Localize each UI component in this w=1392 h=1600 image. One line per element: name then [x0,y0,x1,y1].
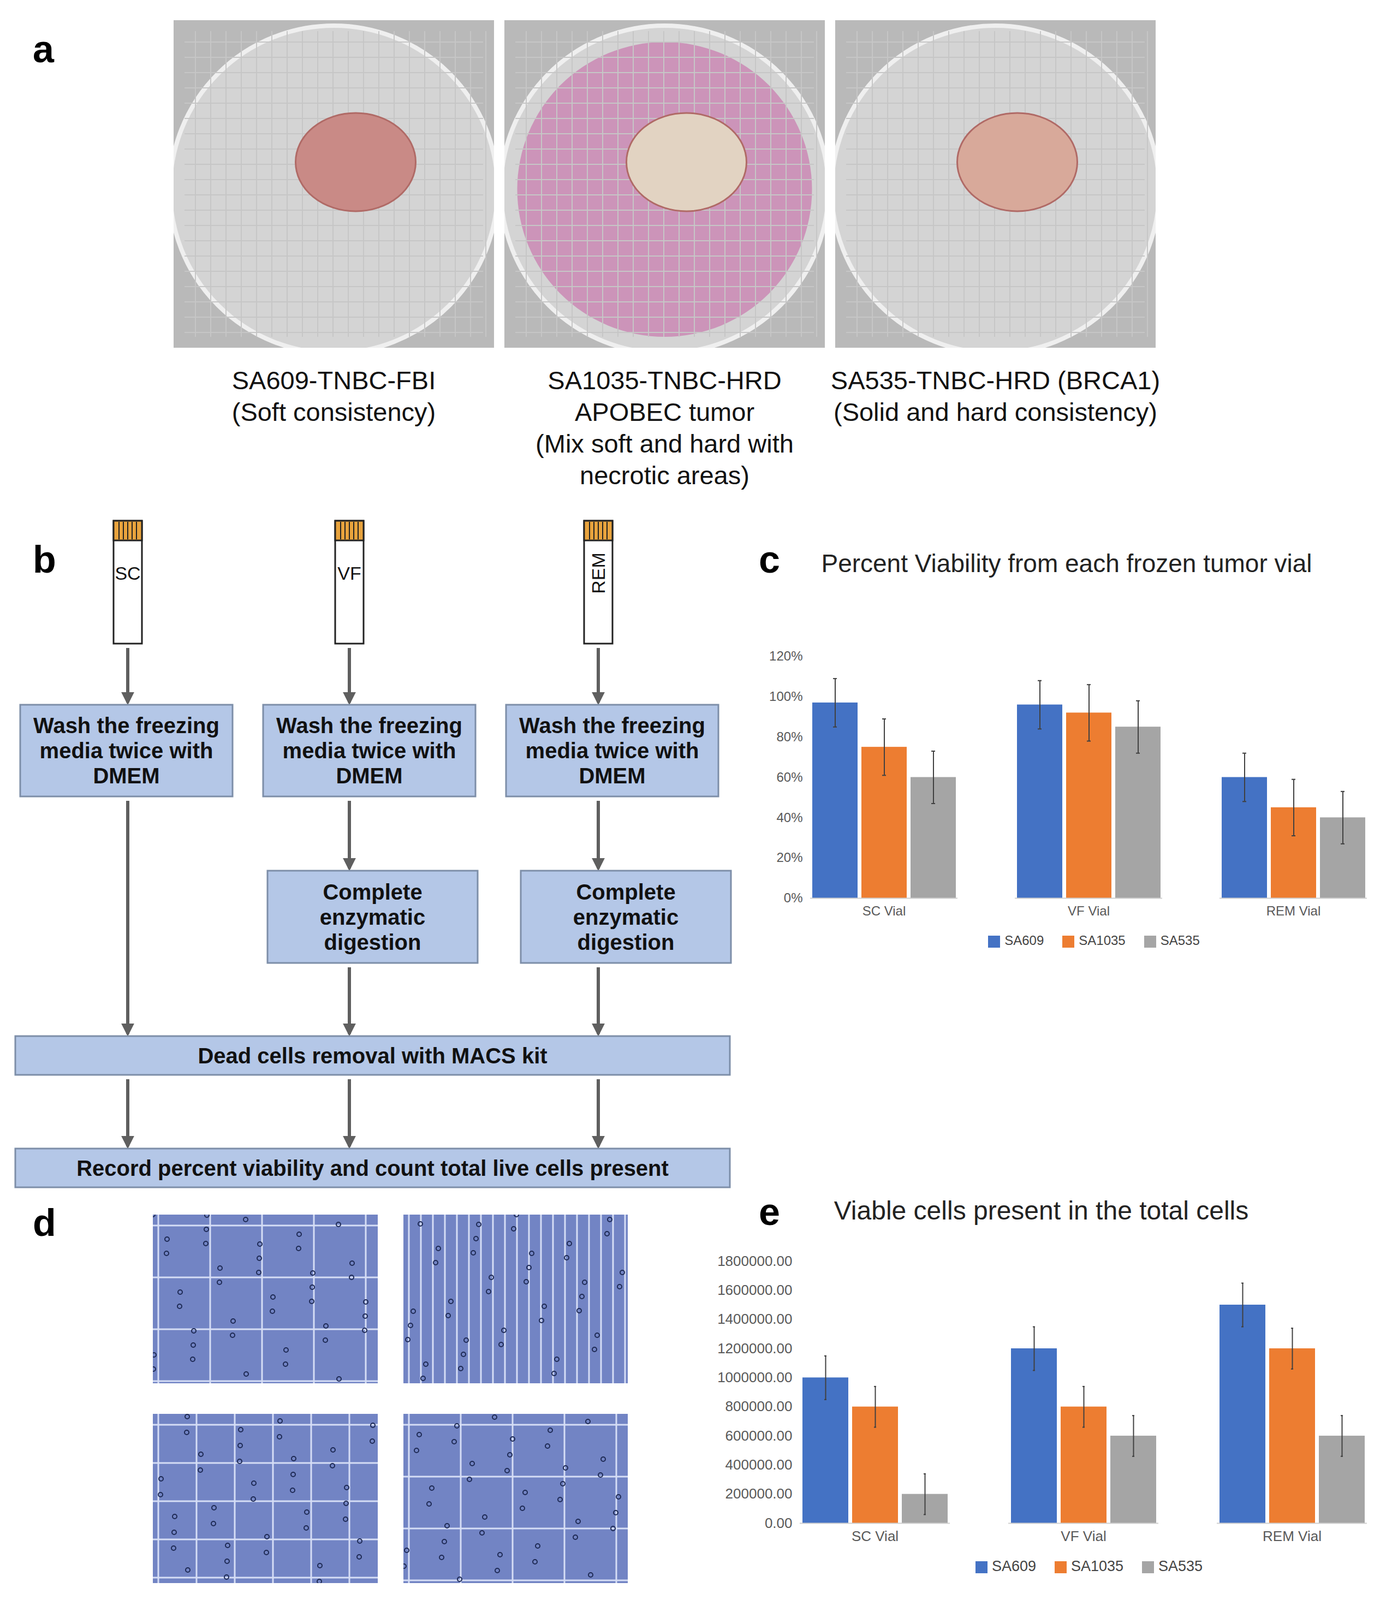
svg-text:media twice with: media twice with [39,738,214,763]
svg-text:Wash the freezing: Wash the freezing [519,713,706,738]
svg-text:1000000.00: 1000000.00 [717,1369,793,1386]
html-text:(Soft consistency): (Soft consistency) [231,397,436,427]
svg-text:1200000.00: 1200000.00 [717,1340,793,1357]
svg-text:SC: SC [114,562,141,584]
svg-text:VF: VF [337,562,361,584]
html-text:c: c [758,538,781,581]
svg-text:REM Vial: REM Vial [1262,1527,1322,1545]
svg-text:digestion: digestion [324,930,422,955]
svg-text:800000.00: 800000.00 [725,1398,793,1415]
html-text:b: b [32,538,57,581]
svg-text:digestion: digestion [577,930,675,955]
html-text:Viable cells present in the to: Viable cells present in the total cells [833,1196,1249,1225]
html-text:APOBEC tumor: APOBEC tumor [574,397,755,427]
svg-text:VF Vial: VF Vial [1060,1527,1106,1545]
html-text:SA1035: SA1035 [1078,932,1126,948]
html-text:SA609: SA609 [991,1557,1037,1575]
svg-text:REM: REM [587,552,609,594]
html-text:a: a [32,27,54,71]
svg-text:VF Vial: VF Vial [1067,903,1110,919]
html-text:SA535-TNBC-HRD (BRCA1): SA535-TNBC-HRD (BRCA1) [830,365,1161,395]
html-text:Percent Viability from each fr: Percent Viability from each frozen tumor… [821,549,1313,578]
html-text:SA1035-TNBC-HRD: SA1035-TNBC-HRD [547,365,782,395]
svg-text:Wash the freezing: Wash the freezing [33,713,220,738]
svg-text:Complete: Complete [575,879,676,904]
svg-text:1600000.00: 1600000.00 [717,1281,793,1299]
svg-text:60%: 60% [776,769,803,785]
html-text:e: e [758,1190,781,1234]
html-text:SA535: SA535 [1160,932,1200,948]
html-text:SA609: SA609 [1004,932,1044,948]
svg-text:0.00: 0.00 [764,1514,793,1532]
svg-text:100%: 100% [769,688,803,704]
html-text:(Mix soft and hard with: (Mix soft and hard with [535,429,794,458]
svg-text:REM Vial: REM Vial [1266,903,1322,919]
svg-text:400000.00: 400000.00 [725,1456,793,1473]
html-text:(Solid and hard consistency): (Solid and hard consistency) [833,397,1158,427]
svg-text:Dead cells removal with MACS k: Dead cells removal with MACS kit [197,1043,547,1068]
html-text:necrotic areas): necrotic areas) [579,460,750,490]
html-text:d: d [32,1201,57,1245]
svg-text:20%: 20% [776,849,803,865]
html-text:SA609-TNBC-FBI: SA609-TNBC-FBI [231,365,436,395]
svg-text:media twice with: media twice with [282,738,457,763]
svg-text:40%: 40% [776,810,803,825]
svg-text:600000.00: 600000.00 [725,1427,793,1444]
svg-text:SC Vial: SC Vial [862,903,907,919]
svg-text:DMEM: DMEM [578,763,646,788]
svg-text:200000.00: 200000.00 [725,1485,793,1502]
svg-text:SC Vial: SC Vial [851,1527,899,1545]
html-text:SA535: SA535 [1158,1557,1203,1575]
svg-text:Complete: Complete [322,879,422,904]
svg-text:Wash the freezing: Wash the freezing [276,713,463,738]
svg-text:120%: 120% [769,648,803,664]
html-text:SA1035: SA1035 [1071,1557,1124,1575]
svg-text:enzymatic: enzymatic [573,905,679,930]
svg-text:Record percent viability and c: Record percent viability and count total… [76,1156,669,1181]
svg-text:media twice with: media twice with [525,738,700,763]
svg-text:1400000.00: 1400000.00 [717,1310,793,1328]
svg-text:DMEM: DMEM [335,763,403,788]
svg-text:enzymatic: enzymatic [319,905,426,930]
svg-text:DMEM: DMEM [92,763,160,788]
svg-text:0%: 0% [783,890,803,906]
svg-text:80%: 80% [776,729,803,745]
svg-text:1800000.00: 1800000.00 [717,1252,793,1270]
